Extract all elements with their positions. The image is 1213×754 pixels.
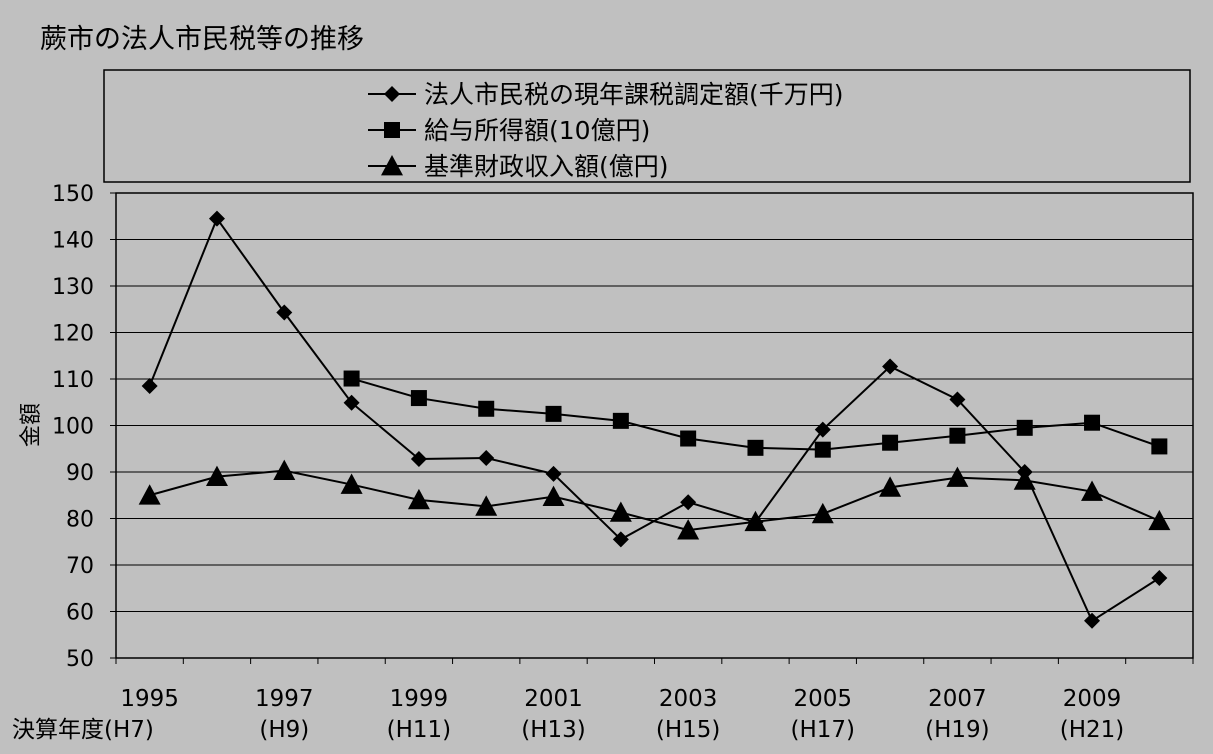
y-tick-label: 70 xyxy=(66,554,94,579)
chart-title: 蕨市の法人市民税等の推移 xyxy=(40,24,364,55)
series-square xyxy=(343,370,1168,458)
marker-triangle xyxy=(946,466,969,487)
x-tick-label-era: (H9) xyxy=(259,717,309,743)
marker-square xyxy=(343,370,360,387)
marker-square xyxy=(882,434,899,451)
marker-triangle xyxy=(1013,469,1036,490)
x-tick-label-year: 2003 xyxy=(659,686,718,712)
legend-label: 基準財政収入額(億円) xyxy=(424,152,669,181)
x-tick-label-era: (H13) xyxy=(521,717,586,743)
marker-square xyxy=(814,441,831,458)
marker-triangle xyxy=(542,485,565,506)
marker-triangle xyxy=(879,476,902,497)
y-tick-label: 90 xyxy=(66,461,94,486)
marker-diamond xyxy=(208,210,225,227)
legend: 法人市民税の現年課税調定額(千万円) 給与所得額(10億円) 基準財政収入額(億円) xyxy=(368,80,844,181)
marker-square xyxy=(680,430,697,447)
series-line xyxy=(148,216,1160,623)
marker-triangle xyxy=(609,501,632,522)
legend-box xyxy=(103,69,1191,183)
marker-diamond xyxy=(545,465,562,482)
x-tick-label-era: (H11) xyxy=(387,717,452,743)
marker-diamond xyxy=(949,391,966,408)
y-axis-ticks: 50 60 70 80 90 100 110 120 130 140 150 xyxy=(52,182,116,672)
marker-square xyxy=(410,390,427,407)
x-tick-label-era: (H15) xyxy=(656,717,721,743)
marker-diamond xyxy=(343,394,360,411)
marker-triangle xyxy=(273,459,296,480)
marker-triangle xyxy=(744,510,767,532)
y-tick-label: 110 xyxy=(52,368,94,393)
series-line xyxy=(149,469,1160,532)
marker-diamond xyxy=(680,494,697,511)
marker-square xyxy=(384,122,400,138)
y-tick-label: 80 xyxy=(66,508,94,533)
x-tick-label-era: 決算年度(H7) xyxy=(12,717,154,743)
marker-triangle xyxy=(677,519,700,540)
marker-triangle xyxy=(205,465,228,486)
x-tick-label-year: 2001 xyxy=(524,686,583,712)
marker-triangle xyxy=(475,495,498,516)
x-tick-label-era: (H21) xyxy=(1060,717,1125,743)
marker-square xyxy=(612,412,629,429)
marker-square xyxy=(478,400,495,417)
marker-diamond xyxy=(410,450,427,467)
legend-label: 給与所得額(10億円) xyxy=(424,116,650,145)
x-tick-label-era: (H17) xyxy=(791,717,856,743)
marker-triangle xyxy=(1148,509,1171,531)
x-axis-ticks: 1995 決算年度(H7) 1997 (H9) 1999 (H11) 2001 (H13) 20… xyxy=(12,658,1194,743)
marker-square xyxy=(1084,414,1101,431)
legend-label: 法人市民税の現年課税調定額(千万円) xyxy=(424,80,844,109)
series-line xyxy=(351,377,1160,451)
marker-diamond xyxy=(814,421,831,438)
x-tick-label-year: 2005 xyxy=(794,686,853,712)
y-tick-label: 100 xyxy=(52,415,94,440)
marker-triangle xyxy=(138,484,161,505)
series-triangle xyxy=(138,459,1171,540)
y-tick-label: 130 xyxy=(52,275,94,300)
marker-diamond xyxy=(882,358,899,375)
y-axis-label: 金額 xyxy=(19,403,44,447)
marker-square xyxy=(747,439,764,456)
marker-triangle xyxy=(407,488,430,510)
legend-item: 法人市民税の現年課税調定額(千万円) xyxy=(368,80,844,109)
y-tick-label: 120 xyxy=(52,322,94,347)
x-tick-label-year: 2007 xyxy=(928,686,987,712)
marker-square xyxy=(545,405,562,422)
marker-diamond xyxy=(612,531,629,548)
x-tick-label-year: 1999 xyxy=(390,686,449,712)
x-tick-label-year: 1995 xyxy=(120,686,179,712)
y-tick-label: 140 xyxy=(52,229,94,254)
y-tick-label: 60 xyxy=(66,601,94,626)
x-tick-label-year: 2009 xyxy=(1063,686,1122,712)
series xyxy=(138,210,1171,629)
marker-diamond xyxy=(478,450,495,467)
legend-item: 給与所得額(10億円) xyxy=(368,116,650,145)
marker-square xyxy=(949,427,966,444)
x-tick-label-era: (H19) xyxy=(925,717,990,743)
legend-item: 基準財政収入額(億円) xyxy=(368,152,669,181)
marker-triangle xyxy=(811,502,834,524)
marker-diamond xyxy=(1084,612,1101,629)
marker-diamond xyxy=(1151,570,1168,587)
series-diamond xyxy=(141,210,1168,629)
y-tick-label: 150 xyxy=(52,182,94,207)
marker-triangle xyxy=(1081,480,1104,501)
marker-diamond xyxy=(141,377,158,394)
marker-diamond xyxy=(276,304,293,321)
marker-diamond xyxy=(384,86,400,102)
marker-square xyxy=(1016,419,1033,436)
marker-triangle xyxy=(381,155,403,176)
marker-triangle xyxy=(340,473,363,494)
y-tick-label: 50 xyxy=(66,647,94,672)
marker-square xyxy=(1151,438,1168,455)
x-tick-label-year: 1997 xyxy=(255,686,314,712)
